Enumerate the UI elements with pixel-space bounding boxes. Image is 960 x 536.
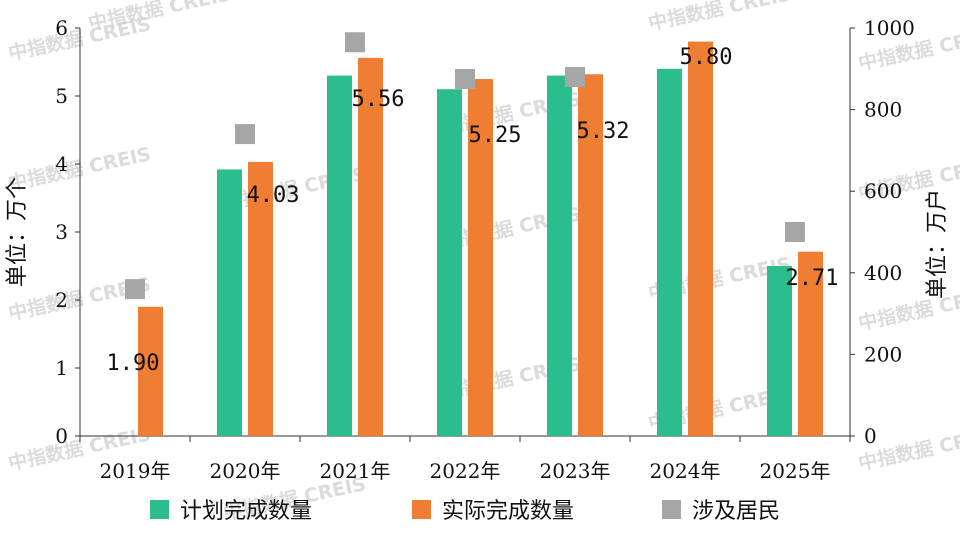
left-tick-label: 5 bbox=[55, 84, 68, 108]
left-tick-label: 1 bbox=[55, 356, 68, 380]
x-tick-label: 2021年 bbox=[320, 459, 391, 483]
right-axis-title: 单位：万户 bbox=[925, 189, 950, 299]
right-tick-label: 1000 bbox=[864, 16, 915, 40]
bar-planned bbox=[217, 169, 242, 436]
markers bbox=[125, 32, 805, 300]
legend-swatch bbox=[662, 500, 681, 519]
bar-planned bbox=[437, 89, 462, 436]
marker-residents bbox=[125, 279, 145, 300]
data-label-actual: 5.25 bbox=[469, 123, 522, 148]
axes bbox=[75, 27, 855, 442]
legend-label: 实际完成数量 bbox=[442, 499, 574, 524]
data-label-actual: 5.32 bbox=[577, 119, 630, 144]
x-tick-label: 2022年 bbox=[430, 459, 501, 483]
bar-planned bbox=[657, 68, 682, 437]
data-labels: 1.90 4.03 5.56 5.25 5.32 5.80 2.71 bbox=[107, 45, 839, 376]
x-tick-label: 2024年 bbox=[650, 459, 721, 483]
marker-residents bbox=[345, 32, 365, 53]
x-tick-label: 2020年 bbox=[210, 459, 281, 483]
bar-planned bbox=[327, 75, 352, 436]
left-tick-label: 2 bbox=[55, 288, 68, 312]
axis-titles: 单位：万个 单位：万户 bbox=[5, 177, 950, 299]
bars bbox=[138, 41, 823, 437]
bar-actual bbox=[798, 251, 823, 436]
x-tick-label: 2019年 bbox=[100, 459, 171, 483]
marker-residents bbox=[565, 66, 585, 87]
bar-actual bbox=[248, 161, 273, 436]
data-label-actual: 5.80 bbox=[680, 45, 733, 70]
left-axis-title: 单位：万个 bbox=[5, 177, 30, 287]
x-tick-label: 2025年 bbox=[760, 459, 831, 483]
watermark-text: 中指数据 CREIS bbox=[646, 0, 793, 35]
right-tick-label: 0 bbox=[864, 424, 877, 448]
data-label-actual: 1.90 bbox=[107, 351, 160, 376]
data-label-actual: 2.71 bbox=[786, 266, 839, 291]
right-tick-label: 400 bbox=[864, 261, 902, 285]
x-tick-label: 2023年 bbox=[540, 459, 611, 483]
bar-actual bbox=[578, 74, 603, 437]
right-tick-label: 600 bbox=[864, 179, 902, 203]
right-tick-label: 800 bbox=[864, 98, 902, 122]
data-label-actual: 4.03 bbox=[247, 183, 300, 208]
marker-residents bbox=[785, 222, 805, 242]
left-tick-label: 0 bbox=[55, 424, 68, 448]
left-tick-label: 4 bbox=[55, 152, 68, 176]
bar-actual bbox=[468, 79, 493, 436]
bar-actual bbox=[358, 57, 383, 437]
legend: 计划完成数量 实际完成数量 涉及居民 bbox=[150, 499, 780, 524]
bar-actual bbox=[138, 306, 163, 436]
tick-labels: 0 1 2 3 4 5 6 0 200 400 600 800 1000 2019年 2020年 2021年 2… bbox=[55, 16, 915, 483]
data-label-actual: 5.56 bbox=[352, 87, 405, 112]
legend-swatch bbox=[412, 500, 431, 519]
legend-label: 涉及居民 bbox=[692, 499, 780, 524]
bar-planned bbox=[767, 266, 792, 436]
left-tick-label: 6 bbox=[55, 16, 68, 40]
watermark-text: 中指数据 CREIS bbox=[86, 0, 233, 35]
right-tick-label: 200 bbox=[864, 342, 902, 366]
left-tick-label: 3 bbox=[55, 220, 68, 244]
marker-residents bbox=[455, 69, 475, 89]
bar-planned bbox=[547, 75, 572, 436]
bar-actual bbox=[688, 41, 713, 436]
marker-residents bbox=[235, 124, 255, 145]
legend-swatch bbox=[150, 500, 169, 519]
legend-label: 计划完成数量 bbox=[180, 499, 312, 524]
